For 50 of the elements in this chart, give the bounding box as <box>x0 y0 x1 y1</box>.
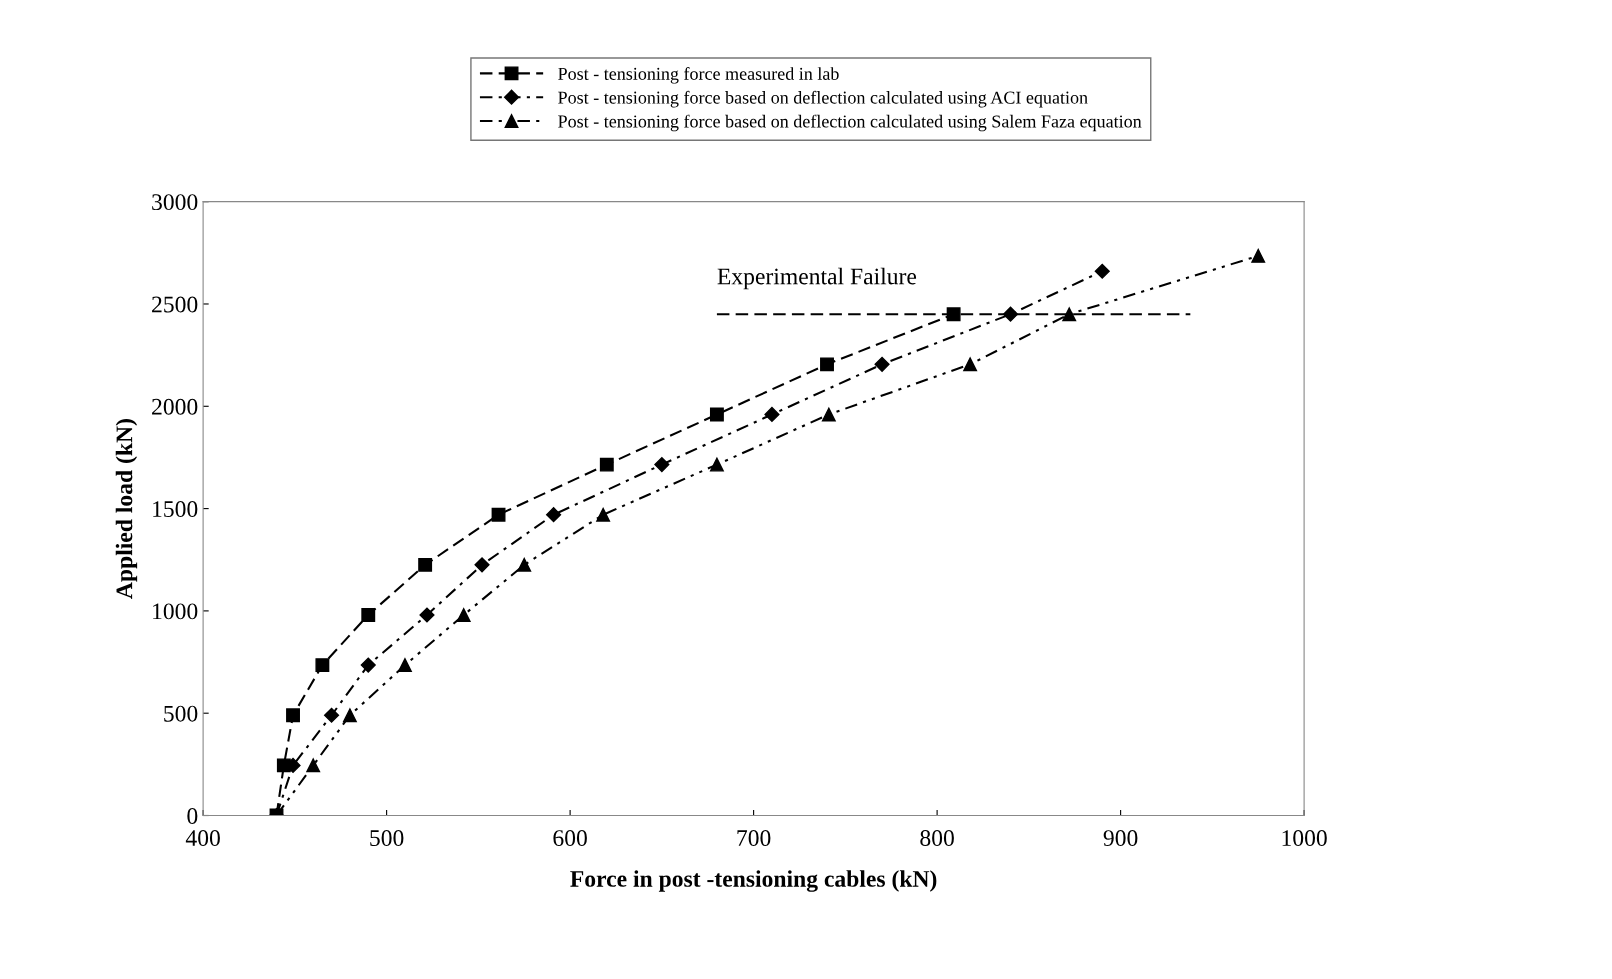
point <box>546 507 562 523</box>
point <box>323 707 340 723</box>
point <box>596 507 611 522</box>
point <box>599 457 614 472</box>
point <box>946 307 961 322</box>
x-tick-label: 1000 <box>1282 830 1327 847</box>
point <box>474 557 490 573</box>
x-tick-label: 500 <box>370 830 404 847</box>
annotation: Experimental Failure <box>717 267 917 290</box>
point <box>1002 306 1019 322</box>
point <box>820 357 834 372</box>
x-tick-label: 600 <box>553 830 587 847</box>
point <box>315 658 330 673</box>
y-tick-label: 2500 <box>152 296 198 313</box>
point <box>709 407 724 422</box>
y-axis-title: Applied load (kN) <box>115 419 138 599</box>
y-tick-label: 500 <box>164 705 198 722</box>
y-tick-label: 1000 <box>153 603 198 620</box>
point <box>342 708 357 723</box>
point <box>1251 248 1266 263</box>
legend-label: Post - tensioning force based on deflection calculated using Salem Faza equation <box>558 114 1142 132</box>
y-tick-label: 2000 <box>152 398 198 415</box>
x-tick-label: 800 <box>920 830 954 847</box>
point <box>1062 307 1077 322</box>
legend-label: Post - tensioning force measured in lab <box>558 67 839 84</box>
x-tick-label: 900 <box>1103 830 1138 847</box>
x-axis-title: Force in post -tensioning cables (kN) <box>570 870 937 892</box>
point <box>418 557 433 572</box>
point <box>709 457 724 472</box>
point <box>654 457 670 473</box>
point <box>456 608 471 622</box>
point <box>306 758 321 773</box>
y-tick-label: 0 <box>187 808 198 824</box>
point <box>1094 263 1110 279</box>
x-tick-label: 400 <box>185 830 220 847</box>
point <box>963 357 978 372</box>
point <box>360 657 376 673</box>
y-tick-label: 1500 <box>153 501 198 518</box>
legend-label: Post - tensioning force based on deflection calculated using ACI equation <box>558 90 1088 108</box>
point <box>874 356 890 372</box>
y-tick-label: 3000 <box>152 194 198 211</box>
point <box>491 507 506 522</box>
point <box>361 608 376 622</box>
point <box>398 658 412 673</box>
point <box>419 607 435 623</box>
point <box>821 407 836 422</box>
point <box>517 557 532 572</box>
x-tick-label: 700 <box>737 830 771 847</box>
point <box>764 406 780 423</box>
point <box>286 708 300 723</box>
